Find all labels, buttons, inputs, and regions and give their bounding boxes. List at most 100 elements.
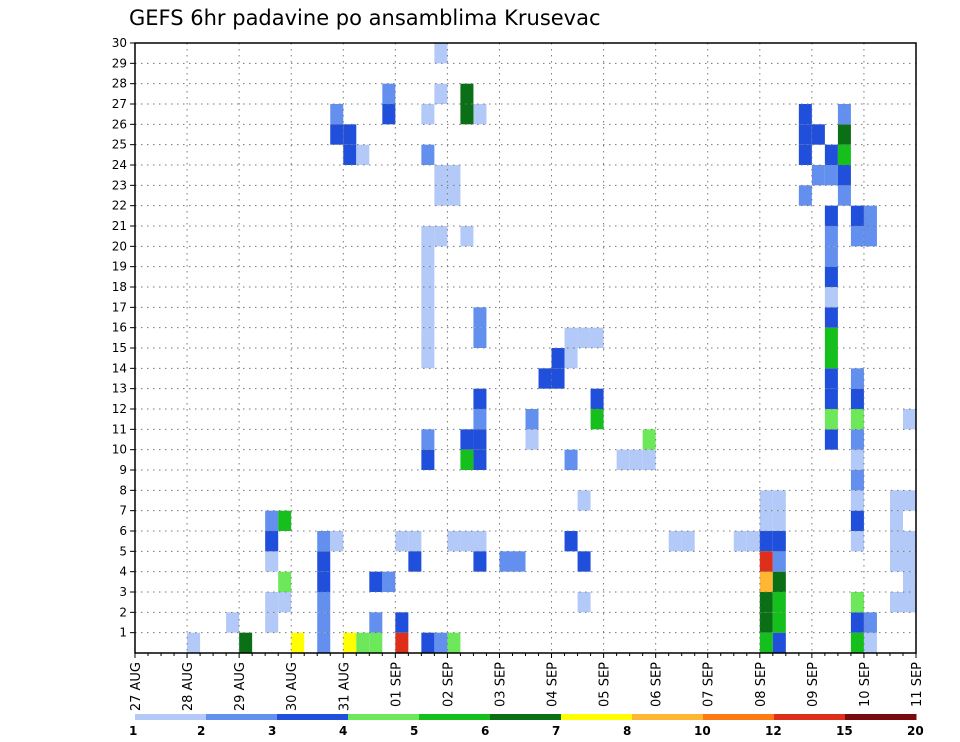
legend-swatch	[135, 714, 207, 720]
heatmap-cell	[759, 551, 773, 572]
heatmap-cell	[525, 429, 539, 450]
heatmap-cell	[772, 551, 786, 572]
heatmap-cell	[824, 368, 838, 389]
legend-swatch	[632, 714, 704, 720]
heatmap-cell	[421, 226, 435, 247]
heatmap-cell	[278, 571, 292, 592]
heatmap-cell	[889, 510, 903, 531]
legend-swatch	[206, 714, 278, 720]
heatmap-cell	[824, 388, 838, 409]
heatmap-cell	[642, 449, 656, 470]
legend-label: 5	[410, 724, 418, 738]
heatmap-cell	[824, 246, 838, 267]
heatmap-cell	[278, 592, 292, 613]
legend-label: 7	[552, 724, 560, 738]
y-tick-label: 22	[112, 199, 127, 213]
heatmap-cell	[421, 449, 435, 470]
heatmap-cell	[850, 205, 864, 226]
heatmap-cell	[434, 185, 448, 206]
y-tick-label: 7	[119, 504, 127, 518]
x-tick-label: 03 SEP	[493, 662, 508, 707]
heatmap-cell	[590, 409, 604, 430]
heatmap-cells	[187, 43, 916, 653]
heatmap-cell	[772, 571, 786, 592]
heatmap-cell	[733, 531, 747, 552]
heatmap-cell	[291, 632, 305, 653]
y-tick-label: 4	[119, 565, 127, 579]
legend-label: 15	[836, 724, 853, 738]
y-tick-label: 16	[112, 321, 127, 335]
heatmap-cell	[824, 409, 838, 430]
y-tick-label: 12	[112, 402, 127, 416]
heatmap-cell	[577, 327, 591, 348]
heatmap-cell	[837, 144, 851, 165]
heatmap-cell	[902, 490, 916, 511]
heatmap-cell	[369, 571, 383, 592]
heatmap-cell	[421, 327, 435, 348]
y-tick-label: 23	[112, 178, 127, 192]
y-tick-label: 29	[112, 56, 127, 70]
heatmap-cell	[850, 449, 864, 470]
heatmap-cell	[824, 226, 838, 247]
heatmap-cell	[317, 592, 331, 613]
heatmap-cell	[837, 185, 851, 206]
heatmap-cell	[265, 612, 279, 633]
heatmap-cell	[863, 226, 877, 247]
legend-swatch	[419, 714, 491, 720]
y-tick-label: 9	[119, 463, 127, 477]
heatmap-cell	[863, 632, 877, 653]
heatmap-cell	[681, 531, 695, 552]
legend-swatch	[348, 714, 420, 720]
heatmap-cell	[798, 104, 812, 125]
legend-label: 3	[268, 724, 276, 738]
heatmap-cell	[837, 104, 851, 125]
heatmap-cell	[850, 409, 864, 430]
heatmap-cell	[460, 104, 474, 125]
heatmap-cell	[850, 490, 864, 511]
heatmap-cell	[824, 205, 838, 226]
heatmap-cell	[343, 632, 357, 653]
x-tick-label: 27 AUG	[129, 662, 144, 711]
heatmap-cell	[850, 510, 864, 531]
x-tick-label: 09 SEP	[806, 662, 821, 707]
heatmap-cell	[382, 104, 396, 125]
heatmap-cell	[473, 327, 487, 348]
heatmap-cell	[317, 551, 331, 572]
heatmap-cell	[369, 612, 383, 633]
heatmap-cell	[460, 429, 474, 450]
x-tick-label: 11 SEP	[910, 662, 925, 707]
legend-label: 4	[339, 724, 347, 738]
heatmap-cell	[421, 307, 435, 328]
heatmap-cell	[421, 632, 435, 653]
heatmap-cell	[564, 348, 578, 369]
heatmap-cell	[759, 490, 773, 511]
heatmap-cell	[824, 348, 838, 369]
heatmap-cell	[837, 124, 851, 145]
heatmap-cell	[824, 287, 838, 308]
heatmap-cell	[473, 388, 487, 409]
y-tick-label: 26	[112, 117, 127, 131]
x-tick-label: 31 AUG	[337, 662, 352, 711]
heatmap-cell	[460, 226, 474, 247]
heatmap-cell	[473, 449, 487, 470]
legend-label: 1	[129, 724, 137, 738]
legend-swatch	[561, 714, 633, 720]
heatmap-cell	[668, 531, 682, 552]
heatmap-cell	[902, 409, 916, 430]
heatmap-cell	[551, 348, 565, 369]
heatmap-cell	[590, 327, 604, 348]
y-tick-label: 17	[112, 300, 127, 314]
x-tick-label: 01 SEP	[389, 662, 404, 707]
heatmap-cell	[265, 531, 279, 552]
legend-swatch	[277, 714, 349, 720]
x-axis: 27 AUG 28 AUG 29 AUG 30 AUG 31 AUG 01 SEP 02 S…	[129, 653, 925, 711]
legend-label: 2	[197, 724, 205, 738]
heatmap-cell	[616, 449, 630, 470]
heatmap-cell	[824, 266, 838, 287]
heatmap-cell	[447, 185, 461, 206]
heatmap-cell	[863, 205, 877, 226]
heatmap-cell	[421, 348, 435, 369]
heatmap-cell	[642, 429, 656, 450]
heatmap-cell	[382, 83, 396, 104]
heatmap-cell	[473, 104, 487, 125]
